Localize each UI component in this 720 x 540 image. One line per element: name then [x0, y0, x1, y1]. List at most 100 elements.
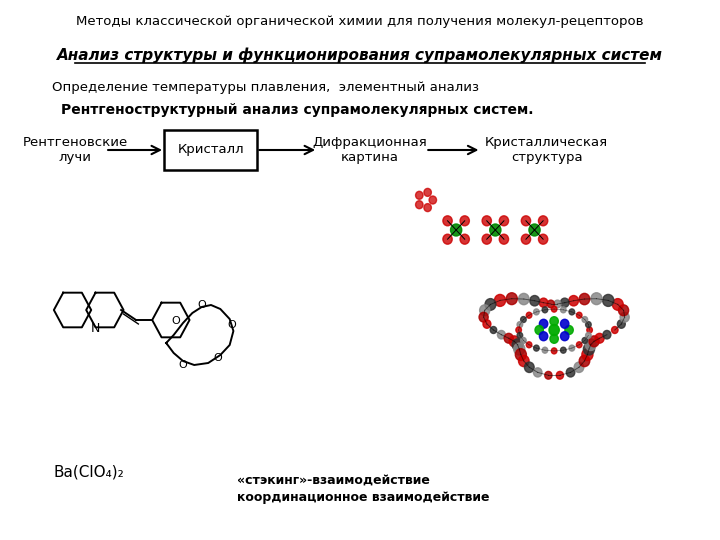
Circle shape [521, 234, 531, 244]
Circle shape [504, 333, 513, 343]
Circle shape [424, 204, 431, 212]
Circle shape [512, 339, 523, 350]
Circle shape [482, 216, 492, 226]
Text: N: N [91, 322, 100, 335]
Circle shape [517, 322, 523, 328]
Circle shape [479, 312, 488, 322]
Circle shape [526, 342, 532, 348]
Circle shape [585, 333, 591, 339]
Circle shape [521, 338, 526, 343]
Text: Рентгеноструктурный анализ супрамолекулярных систем.: Рентгеноструктурный анализ супрамолекуля… [61, 103, 534, 117]
Circle shape [574, 362, 584, 373]
Circle shape [542, 307, 548, 313]
Circle shape [560, 332, 569, 341]
Circle shape [539, 234, 548, 244]
Circle shape [535, 326, 544, 334]
Circle shape [495, 294, 505, 306]
Circle shape [451, 224, 462, 236]
Circle shape [603, 330, 611, 339]
Circle shape [524, 362, 534, 373]
Circle shape [617, 320, 625, 328]
Circle shape [534, 345, 539, 351]
Circle shape [506, 293, 517, 305]
Circle shape [591, 293, 602, 305]
Circle shape [577, 342, 582, 348]
Text: O: O [213, 353, 222, 363]
Text: координационное взаимодействие: координационное взаимодействие [237, 490, 490, 503]
Circle shape [499, 234, 508, 244]
Circle shape [612, 299, 624, 310]
Circle shape [539, 298, 548, 307]
Circle shape [569, 295, 578, 306]
Text: O: O [179, 360, 187, 370]
Circle shape [550, 334, 558, 343]
Circle shape [611, 327, 618, 334]
Circle shape [518, 355, 529, 367]
Circle shape [603, 294, 614, 306]
Circle shape [415, 191, 423, 199]
Circle shape [415, 201, 423, 208]
Circle shape [565, 326, 573, 334]
Circle shape [521, 316, 526, 322]
Text: Определение температуры плавления,  элементный анализ: Определение температуры плавления, элеме… [52, 82, 479, 94]
Circle shape [513, 343, 525, 355]
Circle shape [554, 300, 561, 308]
Circle shape [552, 306, 557, 312]
Circle shape [579, 293, 590, 305]
Circle shape [583, 343, 595, 355]
Circle shape [552, 348, 557, 354]
Circle shape [569, 309, 575, 315]
Circle shape [530, 295, 539, 306]
Circle shape [443, 234, 452, 244]
Circle shape [545, 372, 552, 379]
Circle shape [424, 188, 431, 197]
Circle shape [480, 305, 490, 316]
Circle shape [557, 372, 564, 379]
Circle shape [499, 216, 508, 226]
Text: O: O [171, 316, 180, 326]
Text: Кристалл: Кристалл [177, 144, 244, 157]
Circle shape [429, 196, 436, 204]
Circle shape [582, 349, 593, 361]
Circle shape [539, 319, 548, 328]
Circle shape [560, 347, 566, 353]
Text: Дифракционная
картина: Дифракционная картина [312, 136, 427, 164]
Text: Рентгеновские
лучи: Рентгеновские лучи [23, 136, 128, 164]
Circle shape [582, 338, 588, 343]
Circle shape [460, 216, 469, 226]
Circle shape [585, 339, 596, 350]
Circle shape [566, 368, 575, 377]
Circle shape [485, 299, 496, 310]
Circle shape [560, 298, 569, 307]
Circle shape [539, 216, 548, 226]
Circle shape [620, 312, 629, 322]
Text: O: O [228, 320, 236, 330]
Circle shape [529, 224, 540, 236]
Circle shape [542, 347, 548, 353]
Circle shape [516, 349, 526, 361]
Circle shape [618, 305, 629, 316]
Circle shape [460, 234, 469, 244]
Circle shape [516, 327, 521, 333]
Circle shape [517, 333, 523, 339]
Circle shape [509, 336, 519, 347]
Circle shape [589, 336, 599, 347]
Circle shape [518, 293, 529, 305]
Circle shape [482, 234, 492, 244]
Circle shape [582, 316, 588, 322]
Circle shape [595, 333, 604, 343]
Circle shape [569, 345, 575, 351]
Circle shape [521, 216, 531, 226]
Circle shape [483, 320, 491, 328]
Circle shape [547, 300, 554, 308]
Circle shape [587, 327, 593, 333]
Circle shape [549, 325, 559, 335]
Circle shape [560, 319, 569, 328]
Circle shape [526, 312, 532, 318]
Circle shape [550, 316, 558, 326]
Text: Анализ структуры и функционирования супрамолекулярных систем: Анализ структуры и функционирования супр… [57, 47, 663, 63]
Circle shape [577, 312, 582, 318]
Circle shape [539, 332, 548, 341]
Text: O: O [197, 300, 206, 310]
Text: «стэкинг»-взаимодействие: «стэкинг»-взаимодействие [237, 474, 430, 487]
